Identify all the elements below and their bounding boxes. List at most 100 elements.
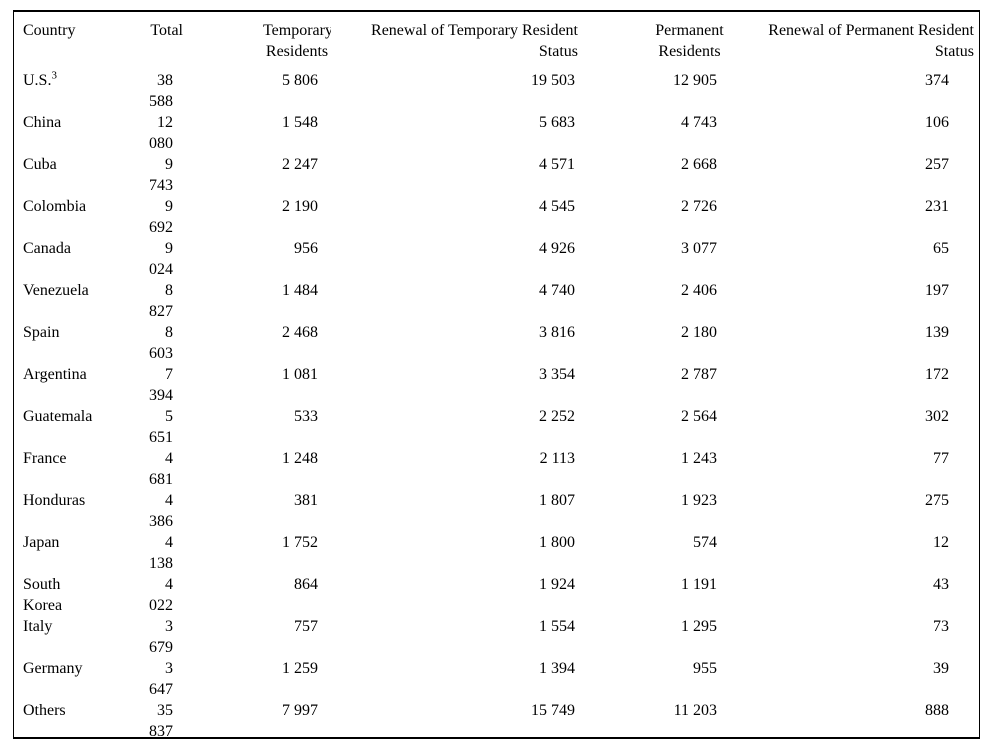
cell-temporary-residents: 381 xyxy=(294,492,318,509)
cell-country: China xyxy=(23,114,62,131)
cell-renewal-permanent: 231 xyxy=(925,198,949,215)
cell-renewal-temporary: 19 503 xyxy=(531,72,575,89)
cell-renewal-permanent: 39 xyxy=(933,660,949,677)
header-row: Country Total Temporary Residents Renewal o… xyxy=(14,12,974,70)
cell-renewal-temporary: 2 252 xyxy=(539,408,575,425)
cell-permanent-residents: 574 xyxy=(693,534,717,551)
cell-total: 8 603 xyxy=(149,324,173,362)
cell-permanent-residents: 1 295 xyxy=(681,618,717,635)
cell-renewal-permanent: 172 xyxy=(925,366,949,383)
cell-renewal-temporary: 1 800 xyxy=(539,534,575,551)
cell-temporary-residents: 2 190 xyxy=(282,198,318,215)
column-header-country: Country xyxy=(23,22,76,39)
cell-temporary-residents: 757 xyxy=(294,618,318,635)
column-header-renewal-temporary: Renewal of Temporary Resident Status xyxy=(371,22,578,60)
table-row: China 12 080 1 548 5 683 4 743 106 xyxy=(14,112,974,154)
cell-temporary-residents: 864 xyxy=(294,576,318,593)
cell-renewal-permanent: 888 xyxy=(925,702,949,719)
cell-country: Japan xyxy=(23,534,60,551)
cell-country: Colombia xyxy=(23,198,87,215)
immigration-by-country-table: Country Total Temporary Residents Renewal o… xyxy=(14,12,974,739)
cell-country: Italy xyxy=(23,618,53,635)
table-row: Honduras 4 386 381 1 807 1 923 275 xyxy=(14,490,974,532)
column-header-total: Total xyxy=(150,22,183,39)
cell-total: 35 837 xyxy=(149,702,173,739)
cell-temporary-residents: 533 xyxy=(294,408,318,425)
cell-permanent-residents: 955 xyxy=(693,660,717,677)
table-row: Germany 3 647 1 259 1 394 955 39 xyxy=(14,658,974,700)
cell-permanent-residents: 12 905 xyxy=(673,72,717,89)
cell-renewal-permanent: 73 xyxy=(933,618,949,635)
cell-renewal-temporary: 2 113 xyxy=(539,450,575,467)
table-border-box: Country Total Temporary Residents Renewal o… xyxy=(13,10,980,739)
cell-temporary-residents: 1 548 xyxy=(282,114,318,131)
table-row: Canada 9 024 956 4 926 3 077 65 xyxy=(14,238,974,280)
cell-renewal-temporary: 1 554 xyxy=(539,618,575,635)
cell-temporary-residents: 1 752 xyxy=(282,534,318,551)
cell-total: 4 386 xyxy=(149,492,173,530)
table-row: Venezuela 8 827 1 484 4 740 2 406 197 xyxy=(14,280,974,322)
cell-country: U.S.3 xyxy=(23,70,57,89)
cell-renewal-temporary: 4 545 xyxy=(539,198,575,215)
cell-temporary-residents: 2 468 xyxy=(282,324,318,341)
cell-renewal-permanent: 65 xyxy=(933,240,949,257)
cell-country: Canada xyxy=(23,240,71,257)
cell-country: Honduras xyxy=(23,492,86,509)
table-row: U.S.3 38 588 5 806 19 503 12 905 374 xyxy=(14,70,974,112)
cell-permanent-residents: 2 564 xyxy=(681,408,717,425)
cell-total: 4 681 xyxy=(149,450,173,488)
column-header-temporary-residents: Temporary Residents xyxy=(263,22,331,60)
cell-permanent-residents: 2 180 xyxy=(681,324,717,341)
table-row: Italy 3 679 757 1 554 1 295 73 xyxy=(14,616,974,658)
cell-country: Argentina xyxy=(23,366,87,383)
column-header-renewal-permanent: Renewal of Permanent Resident Status xyxy=(768,22,974,60)
cell-temporary-residents: 1 248 xyxy=(282,450,318,467)
table-row: France 4 681 1 248 2 113 1 243 77 xyxy=(14,448,974,490)
cell-permanent-residents: 3 077 xyxy=(681,240,717,257)
table-row: South Korea 4 022 864 1 924 1 191 43 xyxy=(14,574,974,616)
cell-total: 12 080 xyxy=(149,114,173,152)
cell-total: 8 827 xyxy=(149,282,173,320)
cell-permanent-residents: 1 191 xyxy=(681,576,717,593)
cell-permanent-residents: 2 668 xyxy=(681,156,717,173)
cell-country: Germany xyxy=(23,660,83,677)
cell-total: 9 024 xyxy=(149,240,173,278)
cell-temporary-residents: 5 806 xyxy=(282,72,318,89)
cell-country: Venezuela xyxy=(23,282,89,299)
table-body: U.S.3 38 588 5 806 19 503 12 905 374 China 12 0… xyxy=(14,70,974,739)
table-row: Argentina 7 394 1 081 3 354 2 787 172 xyxy=(14,364,974,406)
cell-country: Guatemala xyxy=(23,408,93,425)
cell-permanent-residents: 2 726 xyxy=(681,198,717,215)
cell-renewal-temporary: 5 683 xyxy=(539,114,575,131)
cell-total: 9 743 xyxy=(149,156,173,194)
cell-temporary-residents: 956 xyxy=(294,240,318,257)
footnote-marker: 3 xyxy=(51,70,57,82)
cell-renewal-temporary: 4 571 xyxy=(539,156,575,173)
cell-temporary-residents: 7 997 xyxy=(282,702,318,719)
cell-temporary-residents: 1 081 xyxy=(282,366,318,383)
table-row: Cuba 9 743 2 247 4 571 2 668 257 xyxy=(14,154,974,196)
cell-renewal-permanent: 77 xyxy=(933,450,949,467)
table-row: Colombia 9 692 2 190 4 545 2 726 231 xyxy=(14,196,974,238)
table-header: Country Total Temporary Residents Renewal o… xyxy=(14,12,974,70)
cell-total: 38 588 xyxy=(149,72,173,110)
cell-permanent-residents: 1 243 xyxy=(681,450,717,467)
cell-renewal-temporary: 1 807 xyxy=(539,492,575,509)
cell-country: France xyxy=(23,450,67,467)
cell-renewal-temporary: 15 749 xyxy=(531,702,575,719)
table-row: Guatemala 5 651 533 2 252 2 564 302 xyxy=(14,406,974,448)
cell-renewal-permanent: 302 xyxy=(925,408,949,425)
cell-temporary-residents: 1 484 xyxy=(282,282,318,299)
cell-country: Cuba xyxy=(23,156,57,173)
cell-renewal-temporary: 4 926 xyxy=(539,240,575,257)
cell-renewal-permanent: 106 xyxy=(925,114,949,131)
cell-total: 7 394 xyxy=(149,366,173,404)
table-row: Japan 4 138 1 752 1 800 574 12 xyxy=(14,532,974,574)
cell-country: Spain xyxy=(23,324,60,341)
cell-country: South Korea xyxy=(23,576,63,614)
cell-permanent-residents: 4 743 xyxy=(681,114,717,131)
table-row: Others 35 837 7 997 15 749 11 203 888 xyxy=(14,700,974,739)
cell-permanent-residents: 2 787 xyxy=(681,366,717,383)
cell-permanent-residents: 11 203 xyxy=(673,702,717,719)
